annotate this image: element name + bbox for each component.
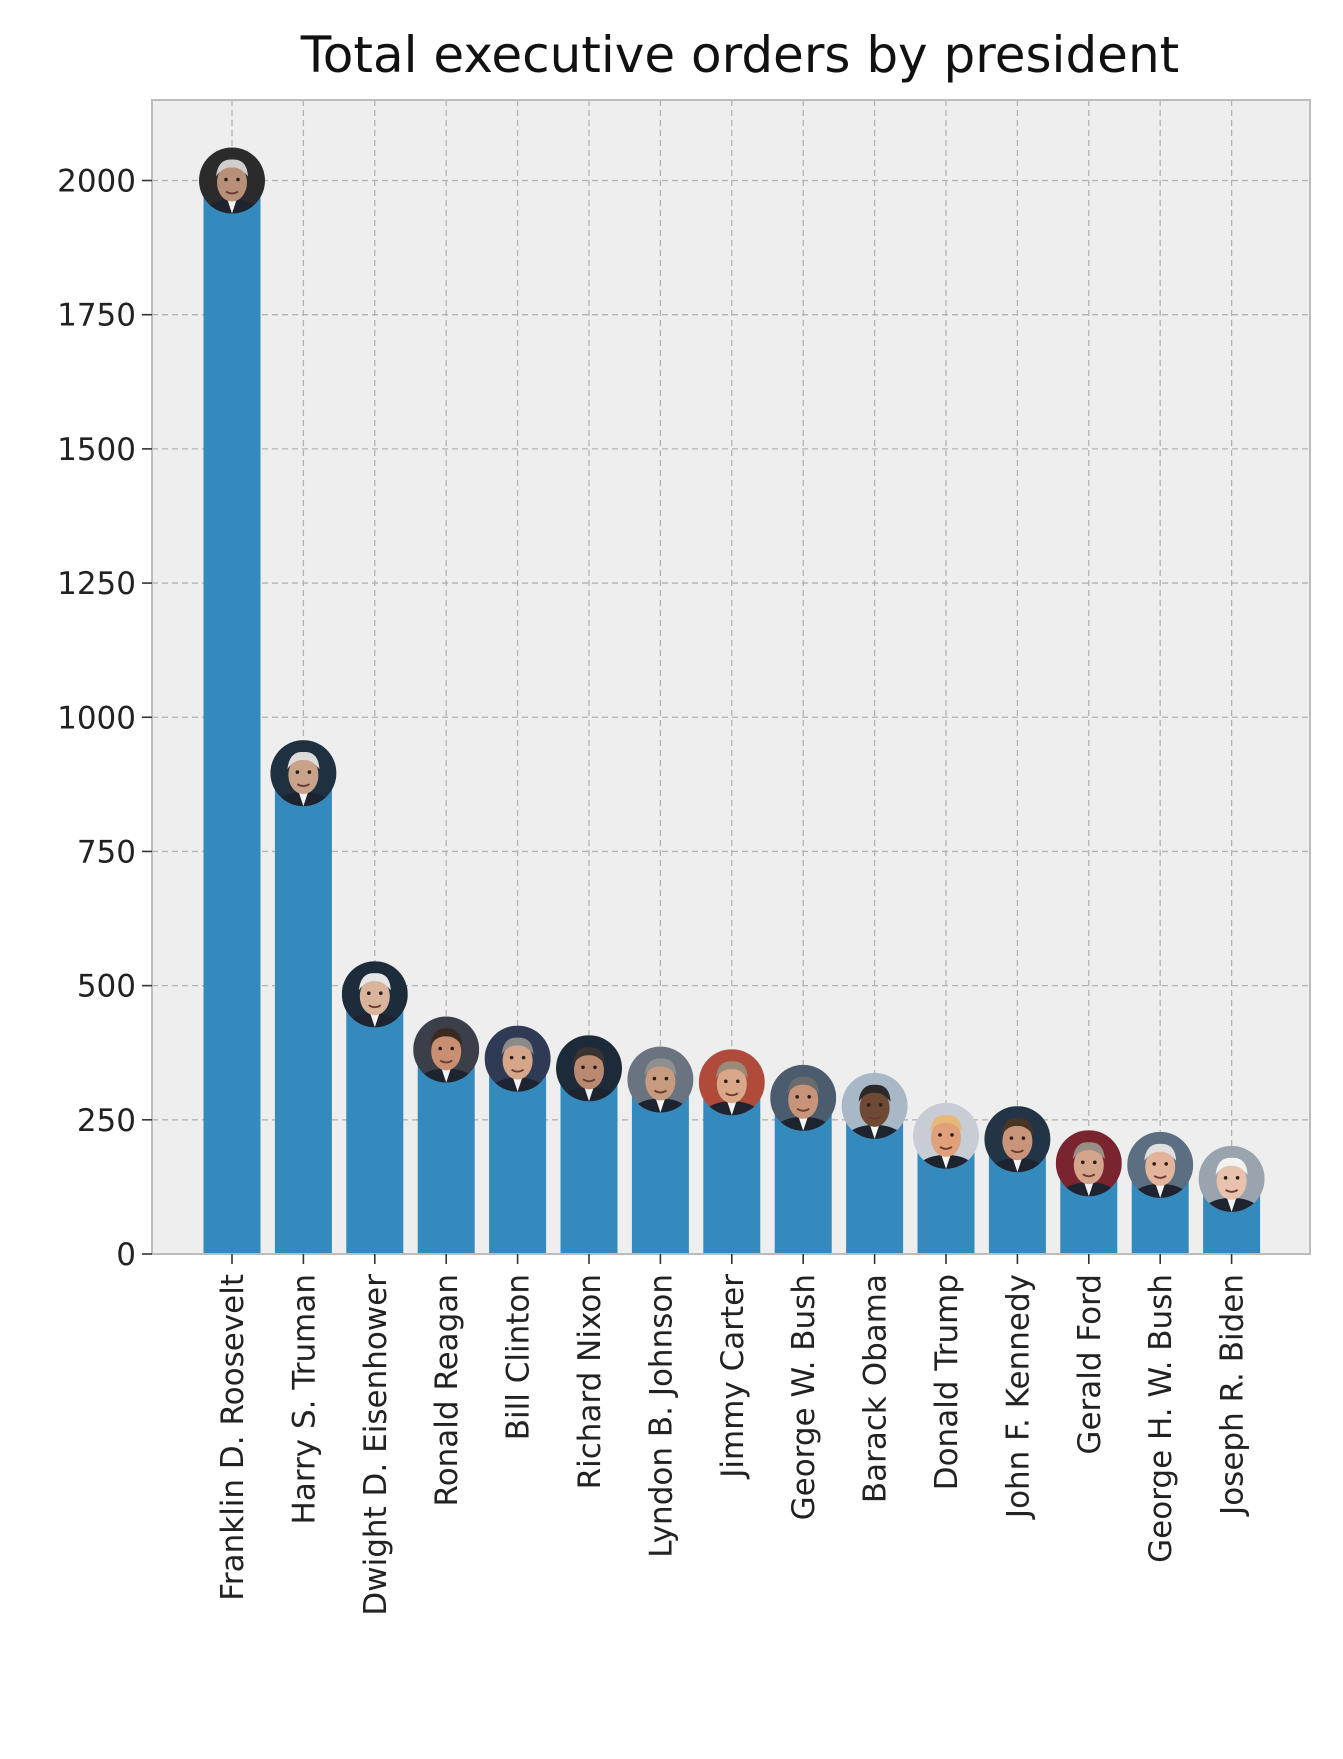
president-portrait-icon: [484, 1025, 551, 1092]
x-tick-label: Barack Obama: [858, 1274, 894, 1503]
x-tick-label: Lyndon B. Johnson: [643, 1274, 679, 1558]
president-portrait-icon: [698, 1049, 765, 1116]
x-tick-label: Dwight D. Eisenhower: [358, 1274, 394, 1616]
y-tick-label: 1250: [57, 566, 136, 602]
x-tick-label: Franklin D. Roosevelt: [215, 1274, 251, 1601]
y-tick-label: 250: [77, 1103, 136, 1139]
president-portrait-icon: [841, 1072, 908, 1139]
president-portrait-icon: [556, 1035, 622, 1102]
president-portrait-icon: [270, 740, 337, 807]
bar: [346, 994, 404, 1254]
president-portrait-icon: [1127, 1131, 1194, 1198]
x-tick-label: Joseph R. Biden: [1215, 1274, 1251, 1517]
y-tick-label: 500: [77, 969, 136, 1005]
chart-title: Total executive orders by president: [300, 26, 1179, 84]
x-tick-label: Donald Trump: [929, 1274, 965, 1490]
portrait-markers: [199, 147, 1265, 1212]
x-tick-label: Jimmy Carter: [715, 1274, 751, 1480]
x-tick-label: Bill Clinton: [501, 1274, 537, 1440]
president-portrait-icon: [770, 1064, 837, 1131]
x-tick-label: George H. W. Bush: [1143, 1274, 1179, 1563]
y-tick-label: 1500: [57, 432, 136, 468]
president-portrait-icon: [984, 1106, 1051, 1173]
y-tick-label: 2000: [57, 164, 136, 200]
x-tick-label: Ronald Reagan: [429, 1274, 465, 1506]
president-portrait-icon: [913, 1102, 979, 1169]
x-tick-label: John F. Kennedy: [1000, 1274, 1036, 1520]
x-tick-label: George W. Bush: [786, 1274, 822, 1520]
bar: [274, 773, 332, 1254]
x-tick-label: Gerald Ford: [1072, 1274, 1108, 1455]
x-tick-label: Richard Nixon: [572, 1274, 608, 1489]
president-portrait-icon: [341, 961, 408, 1028]
bar: [203, 180, 261, 1255]
bar: [417, 1049, 475, 1254]
y-tick-label: 0: [116, 1237, 136, 1273]
president-portrait-icon: [1198, 1145, 1265, 1212]
president-portrait-icon: [413, 1016, 480, 1083]
president-portrait-icon: [1055, 1130, 1122, 1197]
y-tick-labels: 0 250 500 750 1000 1250 1500 1750 2000: [57, 164, 152, 1273]
x-tick-label: Harry S. Truman: [286, 1274, 322, 1524]
y-tick-label: 750: [77, 834, 136, 870]
president-portrait-icon: [627, 1046, 694, 1113]
y-tick-label: 1750: [57, 298, 136, 334]
president-portrait-icon: [199, 147, 265, 214]
y-tick-label: 1000: [57, 700, 136, 736]
x-tick-labels: Franklin D. Roosevelt Harry S. Truman Dwig…: [215, 1254, 1251, 1616]
